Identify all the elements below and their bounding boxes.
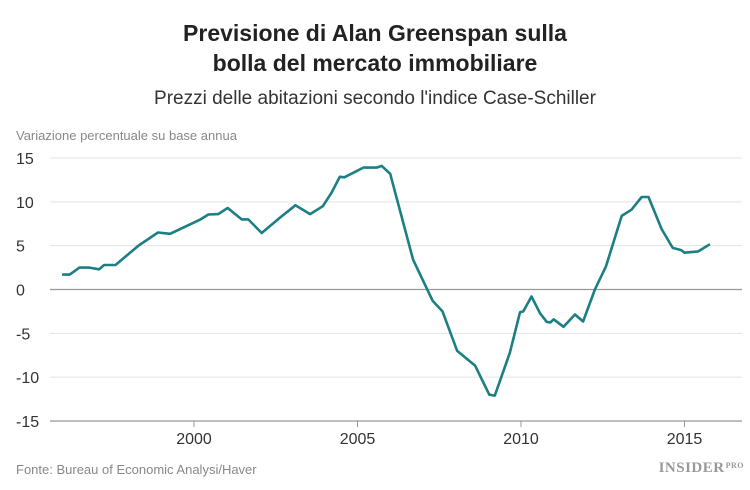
y-tick-label: -10 [16, 370, 39, 387]
title-line-1: Previsione di Alan Greenspan sulla [183, 20, 567, 46]
chart-subtitle: Prezzi delle abitazioni secondo l'indice… [154, 88, 596, 109]
y-tick-label: -15 [16, 414, 39, 431]
title-line-2: bolla del mercato immobiliare [212, 50, 538, 76]
y-tick-label: 5 [16, 239, 25, 256]
source-note: Fonte: Bureau of Economic Analysi/Haver [16, 462, 257, 477]
y-tick-label: 15 [16, 151, 34, 168]
y-axis-label: Variazione percentuale su base annua [16, 128, 237, 143]
x-tick-label: 2010 [503, 431, 539, 448]
logo-main: INSIDER [658, 460, 725, 476]
logo-sup: PRO [725, 461, 744, 470]
series-line [61, 164, 711, 397]
y-tick-label: 0 [16, 283, 25, 300]
y-tick-label: -5 [16, 326, 30, 343]
x-tick-label: 2005 [340, 431, 376, 448]
insider-pro-logo: INSIDERPRO [659, 460, 744, 477]
y-tick-label: 10 [16, 195, 34, 212]
x-tick-label: 2015 [667, 431, 703, 448]
chart-title: Previsione di Alan Greenspan sulla bolla… [0, 18, 750, 78]
x-tick-label: 2000 [176, 431, 212, 448]
